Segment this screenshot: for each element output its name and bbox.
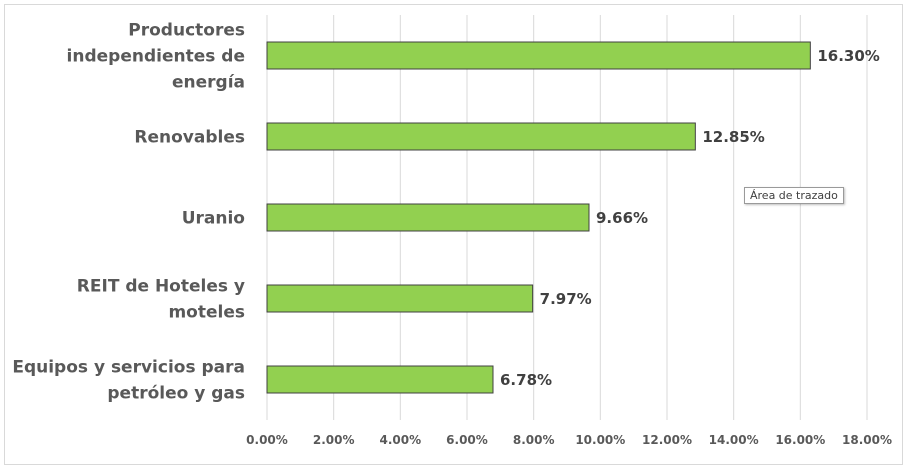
x-tick-label: 10.00% xyxy=(575,433,625,447)
x-tick-label: 8.00% xyxy=(513,433,555,447)
x-tick-label: 6.00% xyxy=(446,433,488,447)
data-label: 16.30% xyxy=(817,47,879,65)
x-tick-label: 12.00% xyxy=(642,433,692,447)
category-label: energía xyxy=(172,73,245,93)
bar xyxy=(266,365,494,394)
category-label: Equipos y servicios para xyxy=(12,358,245,378)
category-label: REIT de Hoteles y xyxy=(77,277,245,297)
category-label: independientes de xyxy=(67,47,245,67)
data-label: 7.97% xyxy=(540,290,592,308)
chart-frame: 0.00% 2.00% 4.00% 6.00% 8.00% 10.00% 12.00% 14.… xyxy=(4,4,903,465)
x-tick-label: 18.00% xyxy=(842,433,892,447)
category-label: Uranio xyxy=(182,209,245,229)
category-label: Renovables xyxy=(134,128,245,148)
bar xyxy=(266,284,534,313)
x-tick-label: 14.00% xyxy=(709,433,759,447)
category-label: Productores xyxy=(128,21,245,41)
category-label: petróleo y gas xyxy=(107,384,245,404)
bar xyxy=(266,203,590,232)
bar-chart: 0.00% 2.00% 4.00% 6.00% 8.00% 10.00% 12.00% 14.… xyxy=(12,15,892,447)
category-label: moteles xyxy=(168,303,245,323)
data-label: 12.85% xyxy=(702,128,764,146)
x-tick-label: 4.00% xyxy=(380,433,422,447)
x-tick-label: 16.00% xyxy=(775,433,825,447)
bar xyxy=(266,41,811,70)
data-label: 9.66% xyxy=(596,209,648,227)
x-tick-label: 2.00% xyxy=(313,433,355,447)
x-tick-label: 0.00% xyxy=(246,433,288,447)
plot-area-tooltip: Área de trazado xyxy=(744,187,844,204)
data-label: 6.78% xyxy=(500,371,552,389)
bar xyxy=(266,122,696,151)
